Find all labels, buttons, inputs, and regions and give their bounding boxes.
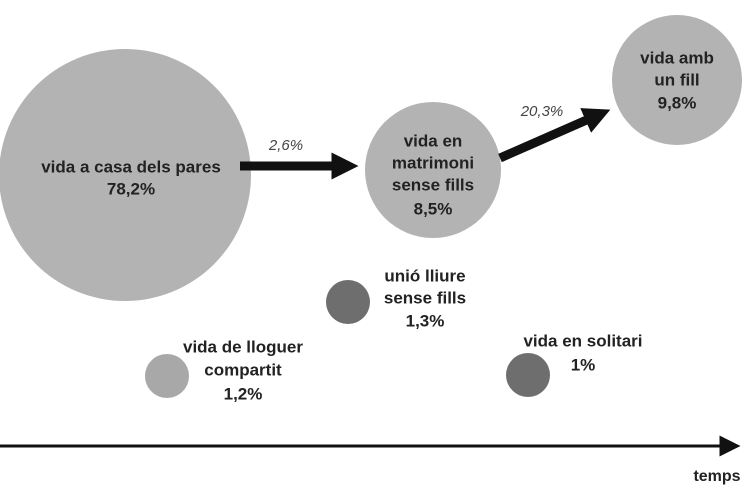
node-label: vida amb [640, 48, 714, 67]
node-label: vida en solitari [523, 331, 642, 350]
bubble [0, 49, 251, 301]
bubble [326, 280, 370, 324]
node-label: compartit [204, 360, 282, 379]
bubble [365, 102, 501, 238]
axis-label: temps [693, 468, 740, 485]
bubble [506, 353, 550, 397]
node-label: vida a casa dels pares [41, 157, 221, 176]
bubble [612, 15, 742, 145]
node-value: 8,5% [414, 199, 453, 218]
node-label: sense fills [392, 175, 474, 194]
node-value: 9,8% [658, 93, 697, 112]
node-value: 1,3% [406, 311, 445, 330]
node-label: unió lliure [384, 266, 465, 285]
edge-label: 20,3% [520, 103, 564, 120]
node-label: sense fills [384, 288, 466, 307]
node-label: un fill [654, 70, 699, 89]
node-value: 1,2% [224, 384, 263, 403]
arrow [498, 108, 611, 163]
edge-label: 2,6% [268, 137, 303, 154]
node-label: matrimoni [392, 153, 474, 172]
bubble [145, 354, 189, 398]
node-value: 1% [571, 355, 596, 374]
node-value: 78,2% [107, 179, 155, 198]
node-label: vida de lloguer [183, 337, 303, 356]
node-label: vida en [404, 131, 463, 150]
